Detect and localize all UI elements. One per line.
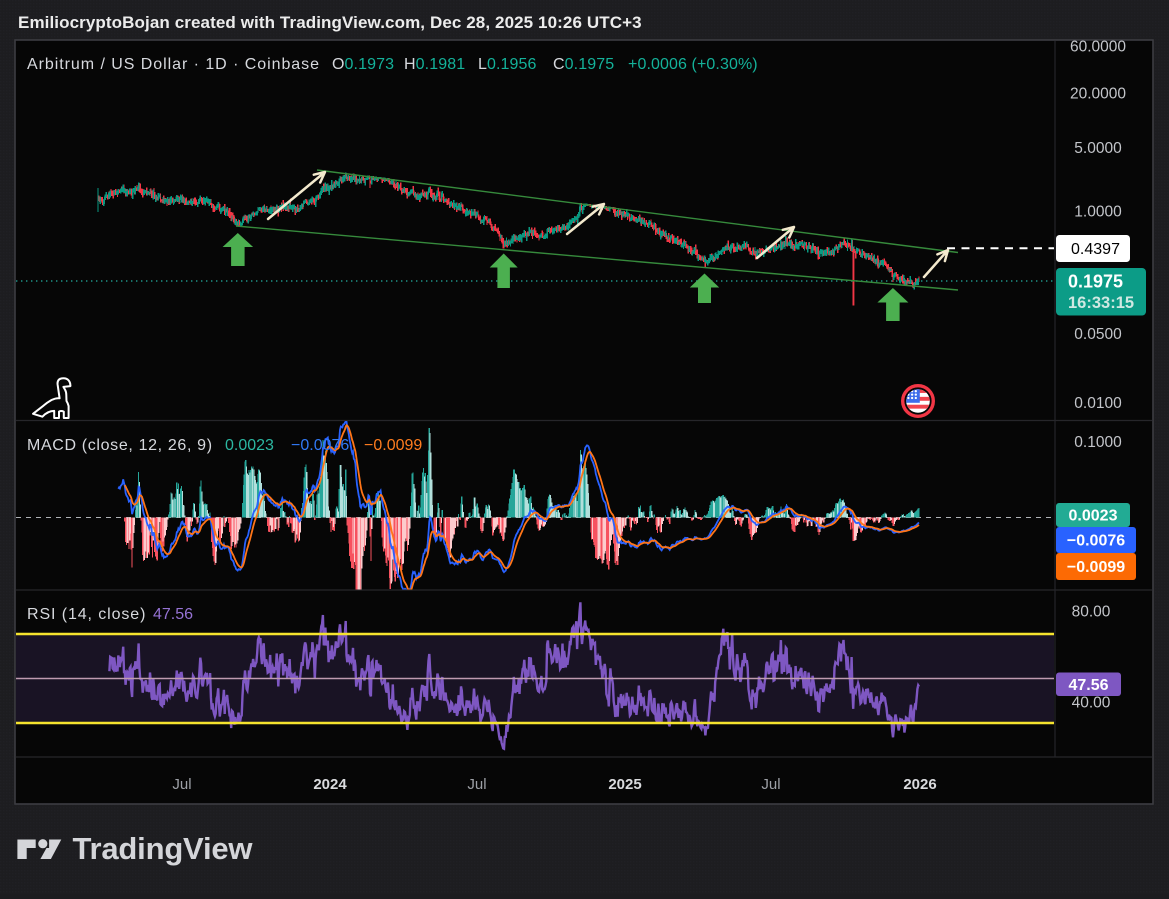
svg-text:0.1000: 0.1000 (1074, 434, 1122, 451)
svg-text:60.0000: 60.0000 (1070, 39, 1126, 56)
svg-text:Jul: Jul (761, 776, 780, 793)
svg-text:20.0000: 20.0000 (1070, 86, 1126, 103)
svg-text:5.0000: 5.0000 (1074, 140, 1122, 157)
svg-text:2025: 2025 (608, 776, 641, 793)
svg-text:2026: 2026 (903, 776, 936, 793)
svg-text:RSI (14, close): RSI (14, close) (27, 606, 146, 623)
svg-text:2024: 2024 (313, 776, 347, 793)
svg-text:0.1975: 0.1975 (1068, 272, 1123, 292)
svg-text:47.56: 47.56 (1068, 677, 1108, 694)
svg-text:Arbitrum / US Dollar · 1D · Co: Arbitrum / US Dollar · 1D · Coinbase (27, 56, 320, 73)
svg-text:16:33:15: 16:33:15 (1068, 294, 1134, 312)
svg-text:Jul: Jul (467, 776, 486, 793)
svg-text:−0.0099: −0.0099 (364, 437, 422, 454)
svg-text:−0.0076: −0.0076 (1067, 533, 1125, 550)
svg-text:47.56: 47.56 (153, 606, 193, 623)
svg-text:0.0100: 0.0100 (1074, 395, 1122, 412)
svg-text:MACD (close, 12, 26, 9): MACD (close, 12, 26, 9) (27, 437, 213, 454)
svg-text:Jul: Jul (172, 776, 191, 793)
svg-text:80.00: 80.00 (1072, 604, 1111, 621)
svg-text:EmiliocryptoBojan created with: EmiliocryptoBojan created with TradingVi… (18, 13, 642, 32)
svg-text:0.0023: 0.0023 (225, 437, 274, 454)
svg-text:TradingView: TradingView (73, 831, 254, 866)
svg-text:1.0000: 1.0000 (1074, 204, 1122, 221)
svg-text:−0.0076: −0.0076 (291, 437, 349, 454)
svg-text:0.0023: 0.0023 (1069, 508, 1118, 525)
svg-text:0.0500: 0.0500 (1074, 326, 1122, 343)
svg-text:−0.0099: −0.0099 (1067, 559, 1125, 576)
svg-text:0.4397: 0.4397 (1071, 241, 1120, 258)
svg-text:40.00: 40.00 (1072, 695, 1111, 712)
